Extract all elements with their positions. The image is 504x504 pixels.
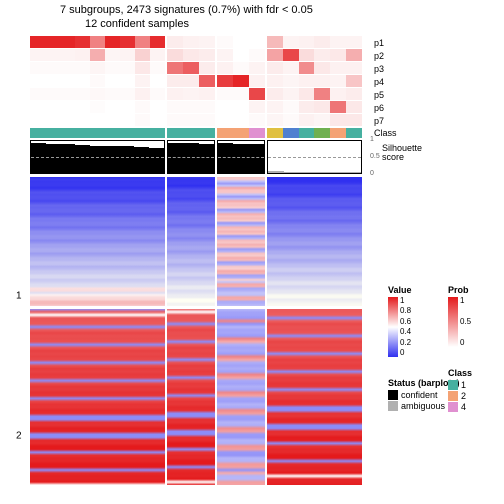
heatmap bbox=[30, 177, 370, 485]
p-label: p7 bbox=[374, 116, 384, 126]
p-label: p6 bbox=[374, 103, 384, 113]
p-label: p1 bbox=[374, 38, 384, 48]
p-band-6 bbox=[30, 101, 370, 113]
class-label: Class bbox=[374, 128, 397, 138]
class-band bbox=[30, 128, 370, 138]
row-label-2: 2 bbox=[16, 431, 22, 442]
p-label: p3 bbox=[374, 64, 384, 74]
p-band-3 bbox=[30, 62, 370, 74]
p-label: p4 bbox=[374, 77, 384, 87]
silhouette-label: Silhouette score bbox=[382, 144, 422, 162]
figure-main: 1 2 10.50Silhouette score bbox=[30, 36, 370, 494]
legend-class: Class124 bbox=[448, 368, 472, 413]
p-band-5 bbox=[30, 88, 370, 100]
row-label-1: 1 bbox=[16, 291, 22, 302]
legend-prob: Prob10.50 bbox=[448, 285, 469, 347]
legend-value: Value10.80.60.40.20 bbox=[388, 285, 412, 357]
p-label: p5 bbox=[374, 90, 384, 100]
p-band-7 bbox=[30, 114, 370, 126]
p-label: p2 bbox=[374, 51, 384, 61]
p-band-2 bbox=[30, 49, 370, 61]
p-band-1 bbox=[30, 36, 370, 48]
p-band-4 bbox=[30, 75, 370, 87]
silhouette-band: 10.50Silhouette score bbox=[30, 140, 370, 174]
title: 7 subgroups, 2473 signatures (0.7%) with… bbox=[60, 4, 313, 16]
subtitle: 12 confident samples bbox=[85, 18, 189, 30]
